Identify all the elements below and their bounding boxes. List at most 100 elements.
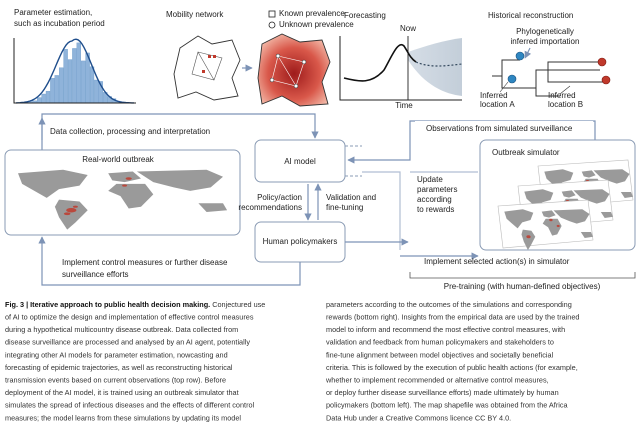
outbreak-spot [122,184,128,187]
caption-line: of AI to optimize the design and impleme… [5,313,254,322]
histogram-bar [50,78,55,104]
outbreak-spot [125,177,132,180]
flow-label: according [417,195,452,204]
box-title: Outbreak simulator [492,148,560,157]
flow-label: surveillance efforts [62,270,129,279]
heat-map [257,33,331,107]
land [580,232,594,239]
caption-line: integrating other AI models for paramete… [5,350,228,359]
connector [347,120,596,164]
histogram-bar [54,75,59,104]
histogram-bar [72,48,77,104]
land [600,212,614,219]
caption-line: forecasting of epidemic trajectories, as… [5,363,233,372]
forecast-panel: Forecasting Now Time [339,11,463,110]
outbreak-spot [556,224,560,228]
box-label: Human policymakers [263,237,338,246]
land [504,209,534,229]
histogram-bar [81,60,86,104]
location-label: Inferred [548,91,576,100]
land [54,199,88,230]
histogram-bar [85,52,90,104]
axis-label: Time [395,101,413,110]
legend-square [268,10,276,18]
density-curve [15,38,134,104]
land [108,183,154,209]
land [18,169,88,198]
location-label: Inferred [480,91,508,100]
caption-line: rewards (bottom right). Insights from th… [326,313,579,322]
map [18,169,228,230]
land [620,192,634,199]
map [504,209,594,251]
caption-line: validation and feedback from human polic… [326,338,554,347]
flow-label: to rewards [417,205,454,214]
caption-line: Data Hub under a Creative Commons licenc… [326,413,511,422]
world-map [18,169,228,230]
caption-line: whether to implement recommended or alte… [325,376,549,385]
caption-line: Fig. 3 | Iterative approach to public he… [5,300,265,309]
caption-text: Conjectured use [212,300,265,309]
caption-line: policymakers (bottom left). The map shap… [326,401,569,410]
land [573,189,610,204]
histogram-bar [41,93,46,104]
panel-title: Historical reconstruction [488,11,573,20]
flow-label: Validation and [326,193,376,202]
histogram-bar [89,66,95,104]
flow-label: parameters [417,185,457,194]
caption-line: deployment of the AI model, it is traine… [5,388,239,397]
panel-title: Forecasting [344,11,386,20]
ai-model-box [254,139,346,183]
flow-label: recommendations [238,203,302,212]
caption-line: during a hypothetical multicountry disea… [5,325,238,334]
now-label: Now [400,24,416,33]
annotation: inferred importation [511,37,580,46]
caption-label: Fig. 3 | [5,300,28,309]
flow-label: Implement control measures or further di… [62,258,228,267]
panel-title: such as incubation period [14,19,105,28]
flow-label: Update [417,175,443,184]
histogram-bar [63,49,68,104]
land [544,169,574,189]
land [198,203,228,212]
caption-line: or deploy further disease surveillance e… [326,388,559,397]
caption-line: criteria. This is followed by the execut… [326,363,578,372]
history-panel: Historical reconstruction Phylogenetical… [480,11,611,109]
axes [13,38,136,104]
legend-label: Known prevalence [279,9,345,18]
panel-title: Mobility network [166,10,224,19]
panel-title: Parameter estimation, [14,8,92,17]
flow-label: Observations from simulated surveillance [426,124,573,133]
caption-line: measures; the model learns from these si… [5,413,241,422]
caption-line: disease surveillance are processed and a… [5,338,250,347]
land [108,171,141,183]
legend-circle [268,21,276,29]
outbreak-spot [526,235,531,239]
connector [38,236,301,286]
outbreak-spot [549,218,553,222]
histogram-bar [76,42,81,104]
flow-label: Policy/action [257,193,302,202]
annotation: Phylogenetically [516,27,574,36]
land [521,229,536,251]
mobility-panel: Mobility network Known prevalence Unknow… [166,9,354,107]
histogram-bar [67,59,73,104]
legend-label: Unknown prevalence [279,20,354,29]
location-label: location B [548,100,583,109]
flow-label: Data collection, processing and interpre… [50,127,210,136]
land [561,190,576,198]
flow-label: Pre-training (with human-defined objecti… [444,282,601,291]
flow-label: fine-tuning [326,203,363,212]
flow-label: Implement selected action(s) in simulato… [424,257,570,266]
land [593,169,630,184]
caption-line: parameters according to the outcomes of … [326,300,572,309]
histogram-bar [59,67,64,104]
outbreak-spot [66,208,77,213]
land [524,189,554,209]
land [541,210,556,218]
bracket [409,272,636,279]
caption: of AI to optimize the design and impleme… [5,300,579,422]
box-title: Real-world outbreak [82,155,155,164]
caption-line: fine-tune alignment between model object… [326,350,554,359]
land [136,169,223,191]
